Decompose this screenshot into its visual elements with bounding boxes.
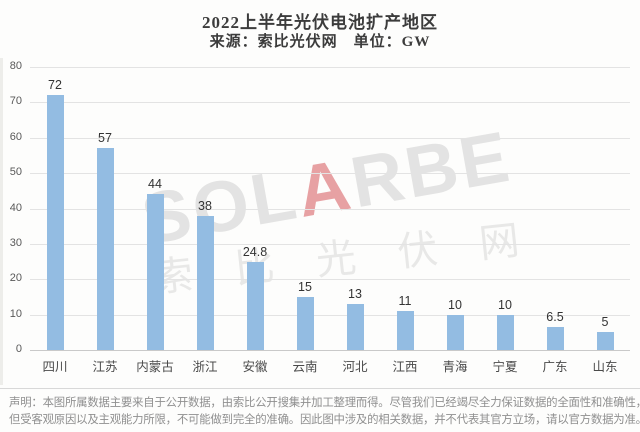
bar-浙江: [196, 215, 214, 350]
x-axis-label: 青海: [442, 360, 468, 374]
x-axis-label: 江西: [392, 360, 418, 374]
bar-value-label: 57: [98, 131, 112, 146]
bar-山东: [596, 332, 614, 350]
bar-value-label: 13: [348, 287, 362, 301]
x-axis-label: 广东: [542, 360, 568, 374]
y-axis-label: 80: [9, 60, 22, 72]
bar-宁夏: [496, 314, 514, 350]
bar-四川: [46, 95, 64, 350]
x-axis-label: 内蒙古: [136, 360, 174, 374]
chart-subtitle: 来源：索比光伏网 单位：GW: [209, 34, 431, 50]
x-axis-label: 山东: [592, 360, 618, 374]
bar-value-label: 38: [198, 198, 212, 213]
y-axis-label: 70: [9, 95, 22, 108]
x-axis-line: [30, 350, 630, 351]
bar-value-label: 5: [601, 315, 609, 330]
y-axis-label: 10: [9, 307, 22, 320]
y-axis-label: 50: [9, 166, 22, 179]
bar-value-label: 44: [148, 177, 162, 192]
x-axis-label: 江苏: [92, 360, 118, 374]
y-axis-label: 40: [9, 201, 22, 214]
x-axis-label: 安徽: [242, 360, 268, 374]
x-axis-label: 浙江: [192, 360, 218, 374]
bar-青海: [446, 314, 464, 350]
bar-河北: [346, 304, 364, 350]
bar-内蒙古: [146, 194, 164, 350]
gridline-80: [30, 67, 630, 68]
chart-title: 2022上半年光伏电池扩产地区: [202, 13, 438, 32]
gridline-40: [30, 208, 630, 210]
bar-value-label: 10: [498, 297, 512, 312]
y-axis-label: 0: [15, 343, 22, 355]
bar-chart-plot-area: 0 10 20 30 40 50 60 70 80 72 四川 57 江苏 44 内蒙古 38 浙江 24.8 安徽…: [9, 60, 630, 374]
x-axis-label: 河北: [342, 360, 368, 374]
disclaimer-line-1: 声明：本图所属数据主要来自于公开数据，由索比公开搜集并加工整理而得。尽管我们已经…: [9, 397, 640, 409]
gridline-30: [30, 243, 630, 245]
bar-value-label: 72: [48, 78, 62, 93]
disclaimer-footer: 声明：本图所属数据主要来自于公开数据，由索比公开搜集并加工整理而得。尽管我们已经…: [0, 388, 640, 432]
bar-广东: [546, 327, 564, 350]
left-edge-artifact: [0, 58, 3, 385]
bar-value-label: 15: [298, 279, 312, 294]
y-axis-label: 30: [9, 236, 22, 249]
x-axis-label: 云南: [292, 360, 318, 374]
gridline-70: [30, 102, 630, 104]
disclaimer-line-2: 但受客观原因以及主观能力所限，不可能做到完全的准确。因此图中涉及的相关数据，并不…: [9, 413, 640, 426]
bar-value-label: 24.8: [242, 245, 268, 260]
x-axis-label: 四川: [42, 360, 68, 374]
x-axis-label: 宁夏: [492, 360, 518, 374]
bar-云南: [296, 296, 314, 350]
bar-value-label: 6.5: [546, 310, 564, 324]
gridline-10: [30, 314, 630, 316]
gridline-20: [30, 279, 630, 281]
bar-value-label: 11: [398, 294, 412, 309]
y-axis-label: 20: [9, 272, 22, 285]
bar-江苏: [96, 148, 114, 350]
bar-江西: [396, 311, 414, 350]
bar-value-label: 10: [448, 297, 462, 312]
gridline-60: [30, 137, 630, 139]
bar-安徽: [246, 262, 264, 350]
gridline-50: [30, 173, 630, 175]
y-axis-label: 60: [9, 130, 22, 143]
